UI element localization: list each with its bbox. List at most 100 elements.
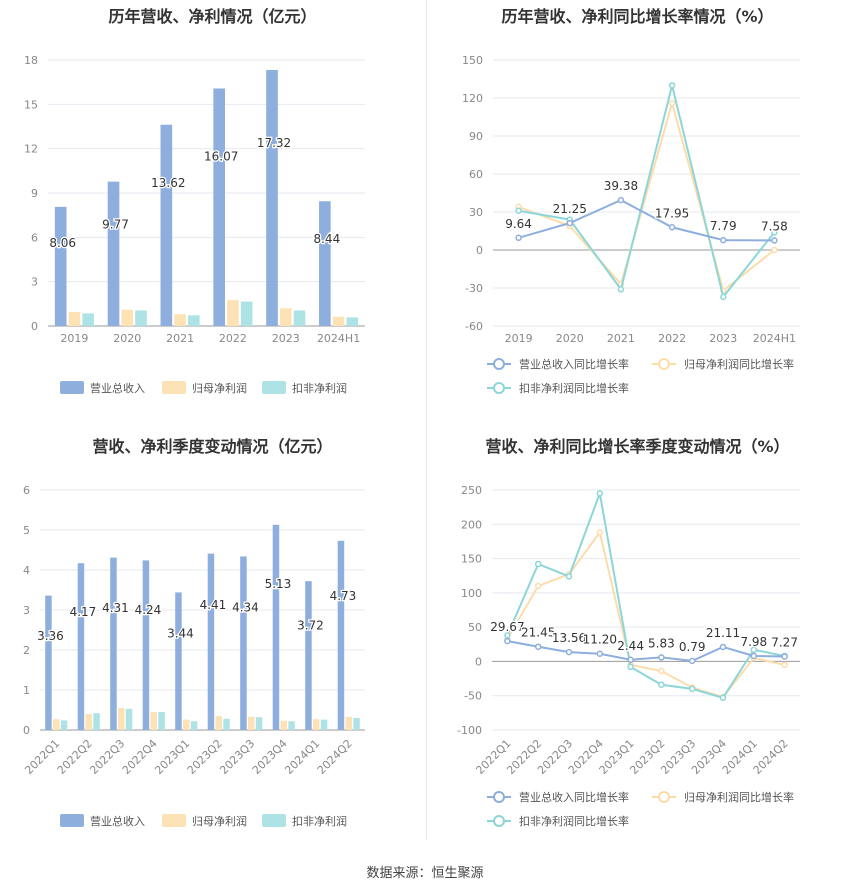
annual-revenue-profit-chart: 历年营收、净利情况（亿元） 0 3 6 9 12 15 18 2019 2020 2021 2022 2… bbox=[0, 0, 425, 410]
x-tick-label: 2019 bbox=[505, 332, 533, 345]
bar bbox=[174, 314, 186, 326]
bar bbox=[125, 708, 133, 730]
data-point bbox=[534, 643, 542, 650]
bar bbox=[320, 719, 328, 730]
y-tick-label: -30 bbox=[465, 282, 483, 295]
legend-marker bbox=[658, 358, 670, 370]
series-line bbox=[518, 85, 776, 300]
data-label: 21.11 bbox=[706, 626, 740, 640]
bar bbox=[85, 714, 92, 730]
data-point bbox=[515, 207, 522, 214]
x-tick-label: 2023Q2 bbox=[185, 737, 225, 777]
bar bbox=[240, 556, 247, 730]
x-tick-label: 2023 bbox=[272, 332, 300, 345]
legend-label: 归母净利润 bbox=[192, 814, 247, 828]
x-tick-label: 2022 bbox=[658, 332, 686, 345]
bar bbox=[110, 557, 117, 730]
y-tick-label: 150 bbox=[461, 553, 482, 566]
data-point bbox=[719, 694, 727, 702]
legend-label: 营业总收入 bbox=[90, 814, 145, 828]
bar bbox=[118, 708, 125, 730]
legend-label: 营业总收入同比增长率 bbox=[519, 790, 629, 804]
y-tick-label: 0 bbox=[31, 320, 38, 333]
data-point bbox=[771, 246, 778, 254]
y-tick-label: -50 bbox=[464, 690, 482, 703]
data-label: 16.07 bbox=[204, 150, 238, 164]
x-tick-label: 2022Q3 bbox=[87, 737, 127, 777]
legend-swatch bbox=[60, 381, 84, 394]
x-tick-label: 2022Q1 bbox=[22, 737, 62, 777]
y-tick-label: 30 bbox=[469, 206, 483, 219]
data-point bbox=[596, 529, 604, 536]
y-tick-label: -100 bbox=[457, 724, 482, 737]
bar bbox=[142, 560, 150, 730]
data-source: 数据来源：恒生聚源 bbox=[366, 866, 484, 881]
bar bbox=[158, 712, 165, 730]
chart-svg: 营收、净利同比增长率季度变动情况（%） -100 -50 0 50 100 150 200 25… bbox=[457, 437, 800, 828]
bar bbox=[190, 721, 198, 730]
data-point bbox=[596, 650, 604, 657]
chart-svg: 营收、净利季度变动情况（亿元） 0 1 2 3 4 5 6 2022Q12022Q22022Q3… bbox=[22, 437, 365, 828]
x-tick-label: 2023Q3 bbox=[217, 737, 257, 777]
bar bbox=[183, 719, 190, 730]
data-label: 9.77 bbox=[102, 218, 129, 232]
bar bbox=[305, 581, 312, 730]
data-label: 4.17 bbox=[70, 605, 97, 619]
legend-marker bbox=[493, 791, 505, 803]
data-point bbox=[627, 663, 634, 671]
bar bbox=[53, 719, 60, 730]
annual-growth-rate-chart: 历年营收、净利同比增长率情况（%） -60 -30 0 30 60 90 120 150 2019… bbox=[425, 0, 850, 410]
bar bbox=[77, 563, 85, 730]
bar bbox=[240, 301, 253, 326]
data-point bbox=[668, 99, 676, 107]
bar bbox=[45, 595, 52, 730]
bar bbox=[319, 201, 331, 326]
data-label: 21.25 bbox=[553, 202, 587, 216]
series-line bbox=[518, 99, 776, 293]
data-point bbox=[688, 685, 696, 693]
y-tick-label: 5 bbox=[23, 524, 30, 537]
legend-label: 归母净利润同比增长率 bbox=[684, 357, 794, 371]
data-label: 29.67 bbox=[490, 620, 524, 634]
series-line bbox=[506, 489, 785, 699]
legend-swatch bbox=[262, 381, 286, 394]
data-label: 7.27 bbox=[771, 635, 798, 649]
data-label: 4.73 bbox=[330, 589, 357, 603]
x-tick-label: 2023Q4 bbox=[250, 737, 290, 777]
legend-label: 归母净利润同比增长率 bbox=[684, 790, 794, 804]
data-point bbox=[534, 582, 542, 590]
data-point bbox=[504, 637, 511, 645]
bar bbox=[160, 124, 173, 326]
x-tick-label: 2024H1 bbox=[753, 332, 796, 345]
x-tick-label: 2023Q1 bbox=[152, 737, 192, 777]
x-tick-label: 2021 bbox=[607, 332, 635, 345]
chart-title: 历年营收、净利情况（亿元） bbox=[108, 7, 316, 26]
data-label: 4.24 bbox=[135, 603, 162, 617]
y-tick-label: 6 bbox=[23, 484, 30, 497]
x-tick-label: 2020 bbox=[113, 332, 141, 345]
bar bbox=[255, 717, 263, 730]
x-tick-label: 2022 bbox=[219, 332, 247, 345]
legend-marker bbox=[493, 382, 505, 394]
data-point bbox=[719, 643, 727, 651]
data-point bbox=[565, 648, 573, 656]
data-point bbox=[668, 224, 676, 231]
series-line bbox=[506, 530, 785, 699]
data-label: 8.44 bbox=[313, 232, 340, 246]
data-point bbox=[566, 219, 573, 227]
bar bbox=[223, 718, 230, 730]
legend-swatch bbox=[262, 814, 286, 827]
data-label: 0.79 bbox=[679, 640, 706, 654]
data-point bbox=[534, 560, 542, 568]
y-tick-label: 2 bbox=[23, 644, 30, 657]
legend-swatch bbox=[162, 814, 186, 827]
quarterly-revenue-profit-chart: 营收、净利季度变动情况（亿元） 0 1 2 3 4 5 6 2022Q1 2022Q2 2022Q3… bbox=[0, 428, 425, 848]
x-tick-label: 2022Q4 bbox=[120, 737, 160, 777]
data-label: 7.79 bbox=[710, 219, 737, 233]
y-tick-label: 150 bbox=[462, 54, 483, 67]
y-tick-label: 15 bbox=[24, 98, 38, 111]
legend-swatch bbox=[60, 814, 84, 827]
data-point bbox=[565, 573, 573, 580]
y-tick-label: 18 bbox=[24, 54, 38, 67]
bar bbox=[248, 716, 255, 730]
